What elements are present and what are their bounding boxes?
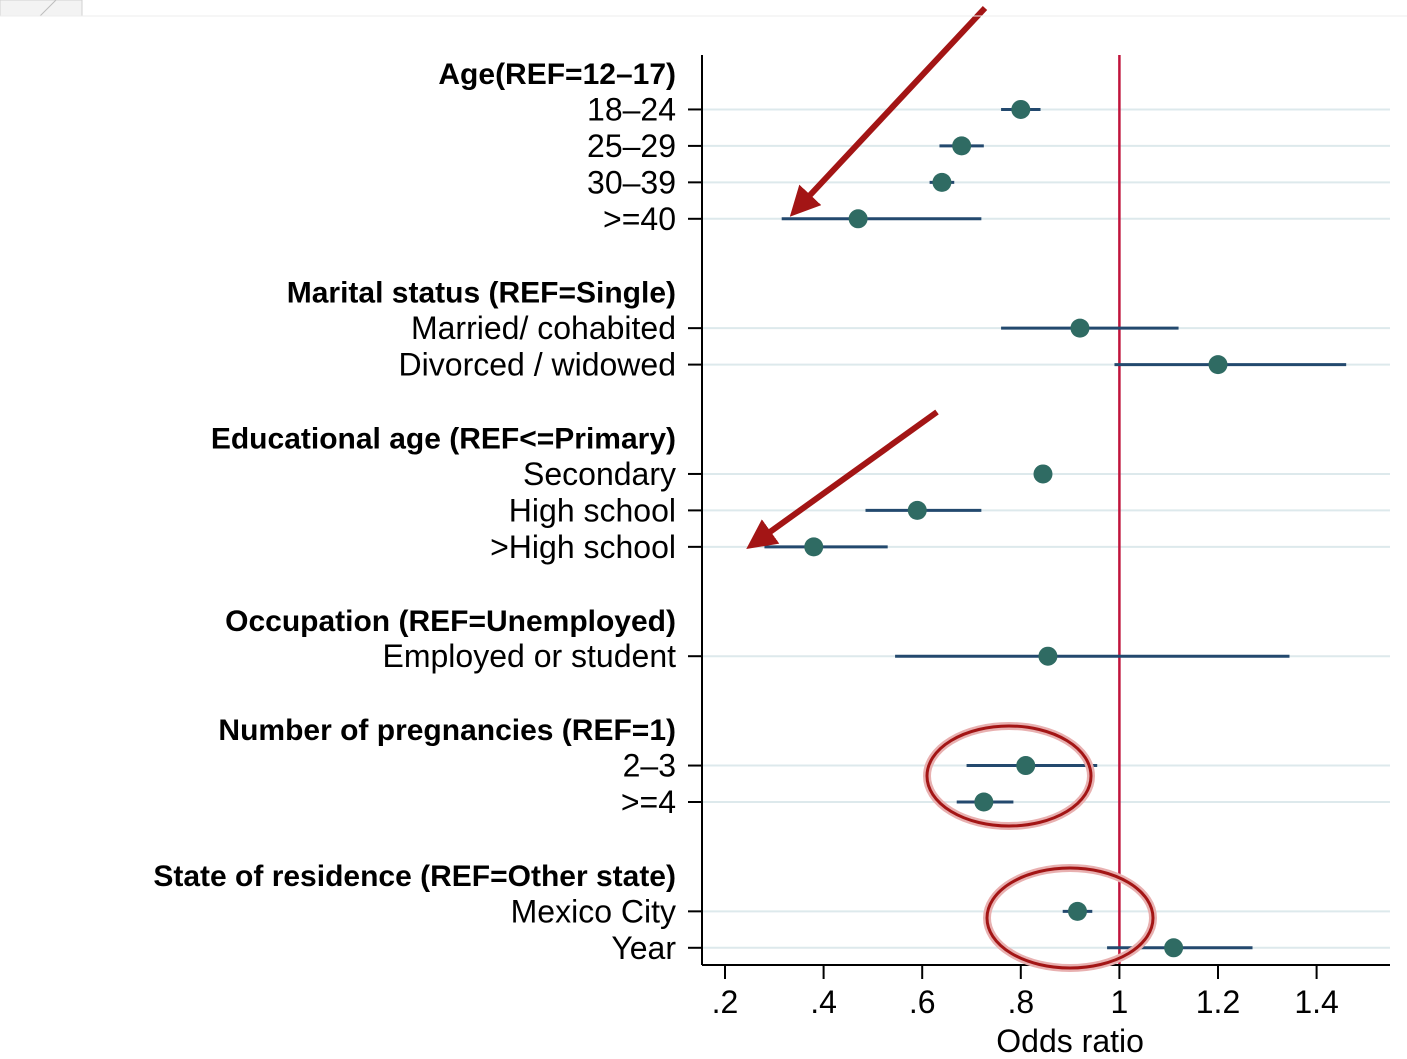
or-point — [804, 537, 824, 557]
row-label: Year — [611, 930, 676, 966]
confidence-intervals — [764, 107, 1347, 950]
x-tick-label: .2 — [712, 984, 739, 1020]
or-point — [1038, 646, 1058, 666]
row-label: Mexico City — [511, 893, 676, 929]
group-header-label: Occupation (REF=Unemployed) — [225, 605, 676, 638]
odds-ratio-points — [804, 99, 1228, 958]
row-label: Secondary — [523, 456, 676, 492]
axes: .2 .4 .6 .8 1 1.2 1.4 — [688, 55, 1390, 1020]
x-tick-label: .8 — [1007, 984, 1034, 1020]
group-header-label: State of residence (REF=Other state) — [153, 860, 676, 893]
or-point — [932, 172, 952, 192]
or-point — [1208, 355, 1228, 375]
row-label: >=4 — [621, 784, 676, 820]
group-header-label: Age(REF=12–17) — [438, 58, 676, 91]
or-point — [1016, 756, 1036, 776]
or-point — [1011, 99, 1031, 119]
row-label: 18–24 — [587, 91, 676, 127]
group-header-label: Educational age (REF<=Primary) — [211, 423, 676, 456]
row-label: Employed or student — [383, 638, 677, 674]
or-point — [907, 500, 927, 520]
group-header-label: Number of pregnancies (REF=1) — [218, 714, 676, 747]
annotations — [0, 0, 1407, 972]
annotation-circle — [983, 864, 1157, 972]
or-point — [1070, 318, 1090, 338]
annotation-arrow — [746, 409, 939, 550]
x-tick-label: .4 — [810, 984, 837, 1020]
or-point — [952, 136, 972, 156]
annotation-circle — [923, 722, 1095, 830]
row-label: >=40 — [603, 201, 676, 237]
row-label: >High school — [490, 529, 676, 565]
corner-widget-icon — [0, 0, 1407, 17]
x-tick-label: .6 — [909, 984, 936, 1020]
row-label: 25–29 — [587, 128, 676, 164]
or-point — [974, 792, 994, 812]
or-point — [848, 209, 868, 229]
row-label: High school — [509, 492, 676, 528]
x-tick-label: 1 — [1111, 984, 1129, 1020]
annotation-arrow — [789, 5, 988, 217]
row-label: 2–3 — [623, 748, 676, 784]
or-point — [1164, 938, 1184, 958]
row-label: Divorced / widowed — [399, 347, 676, 383]
row-label: Married/ cohabited — [411, 310, 676, 346]
x-tick-label: 1.4 — [1294, 984, 1338, 1020]
x-tick-label: 1.2 — [1196, 984, 1240, 1020]
or-point — [1067, 901, 1087, 921]
x-axis-title: Odds ratio — [996, 1023, 1144, 1059]
group-header-label: Marital status (REF=Single) — [287, 277, 676, 310]
row-label: 30–39 — [587, 164, 676, 200]
or-point — [1033, 464, 1053, 484]
